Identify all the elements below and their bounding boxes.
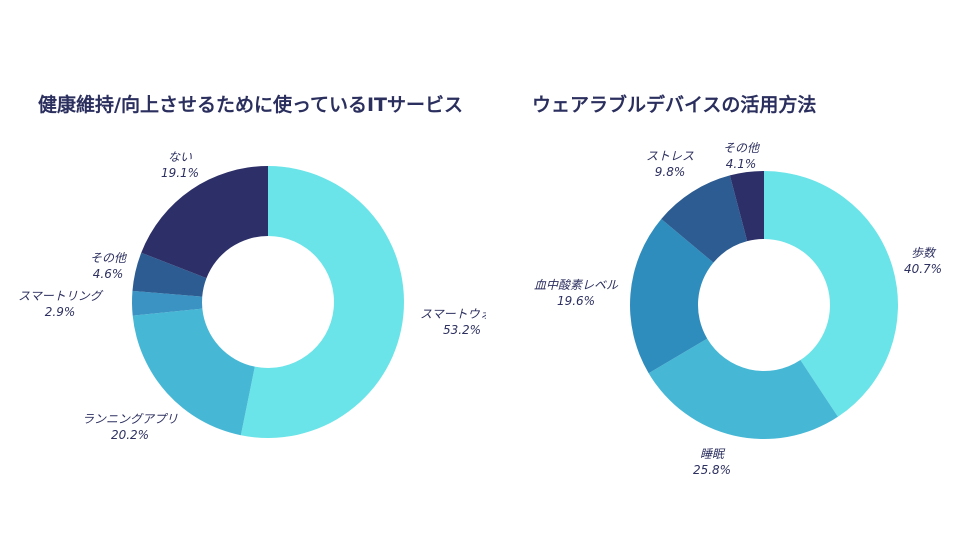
it-services-slice-1 <box>132 308 255 436</box>
donut-chart-wearable-usage: 歩数 40.7% 睡眠 25.8% 血中酸素レベル 19.6% ストレス 9.8% その他 4.1… <box>534 141 942 477</box>
it-services-slice-value-0: 53.2% <box>443 323 481 337</box>
it-services-slice-0 <box>240 166 404 438</box>
wearable-usage-slice-value-0: 40.7% <box>904 262 942 276</box>
wearable-usage-slice-4 <box>729 171 764 242</box>
chart-title-wearable-usage: ウェアラブルデバイスの活用方法 <box>532 94 817 116</box>
it-services-slice-label-0: スマートウォッチ <box>420 307 486 321</box>
chart-panel-wearable-usage: ウェアラブルデバイスの活用方法 歩数 40.7% 睡眠 25.8% 血中酸素レベル 19.… <box>486 0 971 550</box>
chart-title-it-services: 健康維持/向上させるために使っているITサービス <box>38 94 464 116</box>
it-services-slice-value-4: 19.1% <box>161 166 199 180</box>
it-services-slice-label-2: スマートリング <box>18 289 104 303</box>
it-services-slice-value-3: 4.6% <box>93 267 124 281</box>
wearable-usage-slice-label-0: 歩数 <box>911 246 937 260</box>
wearable-usage-slice-value-4: 4.1% <box>726 157 757 171</box>
chart-panel-it-services: 健康維持/向上させるために使っているITサービス スマートウォッチ 53.2% ラン… <box>18 94 486 442</box>
wearable-usage-slice-value-1: 25.8% <box>693 463 731 477</box>
wearable-usage-slice-2 <box>630 218 714 374</box>
wearable-usage-slice-1 <box>648 338 838 439</box>
it-services-slice-3 <box>132 252 207 297</box>
it-services-slice-4 <box>141 166 268 279</box>
wearable-usage-slice-value-2: 19.6% <box>557 294 595 308</box>
it-services-slice-label-4: ない <box>168 150 192 164</box>
wearable-usage-slice-3 <box>661 175 748 263</box>
it-services-slice-label-1: ランニングアプリ <box>82 412 178 426</box>
wearable-usage-slice-value-3: 9.8% <box>655 165 686 179</box>
wearable-usage-slice-label-3: ストレス <box>646 149 694 163</box>
wearable-usage-slice-0 <box>764 171 898 417</box>
wearable-usage-slice-label-1: 睡眠 <box>700 447 726 461</box>
it-services-slice-2 <box>132 290 203 316</box>
donut-chart-it-services: スマートウォッチ 53.2% ランニングアプリ 20.2% スマートリング 2.9% その他… <box>18 150 486 442</box>
it-services-slice-label-3: その他 <box>90 251 128 265</box>
it-services-slice-value-2: 2.9% <box>45 305 76 319</box>
wearable-usage-slice-label-4: その他 <box>723 141 761 155</box>
wearable-usage-slice-label-2: 血中酸素レベル <box>534 278 619 292</box>
it-services-slice-value-1: 20.2% <box>111 428 149 442</box>
